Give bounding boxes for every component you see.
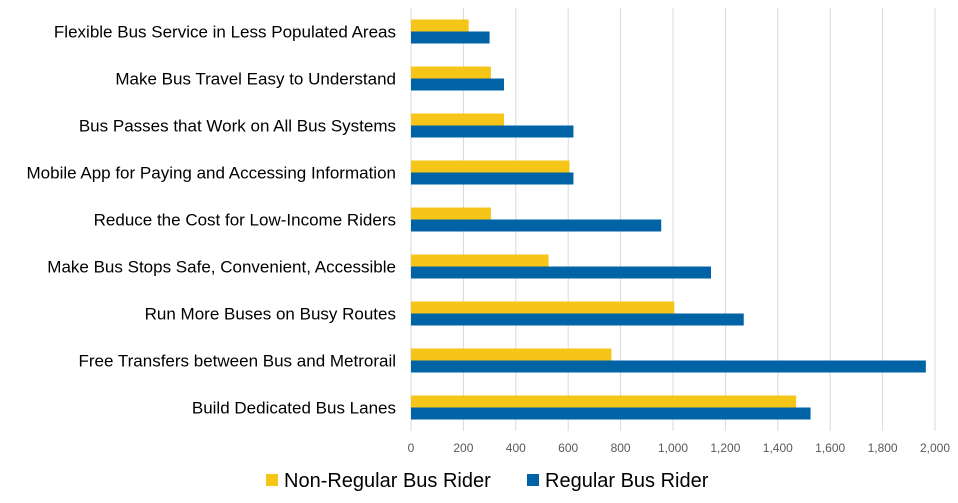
x-tick-label: 200 — [453, 441, 473, 455]
bar-regular — [411, 313, 744, 326]
bar-regular — [411, 266, 711, 279]
x-tick-label: 800 — [611, 441, 631, 455]
bar-regular — [411, 407, 811, 420]
bar-regular — [411, 172, 574, 185]
x-tick-label: 0 — [408, 441, 415, 455]
category-label: Flexible Bus Service in Less Populated A… — [54, 23, 396, 42]
bar-non-regular — [411, 207, 491, 220]
category-label: Reduce the Cost for Low-Income Riders — [94, 211, 396, 230]
x-tick-label: 1,400 — [763, 441, 793, 455]
x-tick-label: 2,000 — [920, 441, 950, 455]
x-tick-label: 400 — [506, 441, 526, 455]
x-tick-label: 1,000 — [658, 441, 688, 455]
bar-regular — [411, 78, 505, 91]
legend-label: Non-Regular Bus Rider — [284, 470, 491, 492]
bar-non-regular — [411, 348, 612, 361]
bar-non-regular — [411, 66, 491, 79]
bar-non-regular — [411, 254, 549, 267]
bar-regular — [411, 125, 574, 138]
x-tick-label: 1,800 — [868, 441, 898, 455]
x-tick-label: 600 — [558, 441, 578, 455]
x-tick-label: 1,200 — [710, 441, 740, 455]
category-label: Make Bus Stops Safe, Convenient, Accessi… — [47, 258, 396, 277]
legend-label: Regular Bus Rider — [545, 470, 709, 492]
category-label: Make Bus Travel Easy to Understand — [115, 70, 396, 89]
legend-swatch — [527, 474, 539, 486]
bar-non-regular — [411, 160, 570, 173]
bar-regular — [411, 360, 926, 373]
x-tick-label: 1,600 — [815, 441, 845, 455]
category-label: Run More Buses on Busy Routes — [145, 305, 396, 324]
bar-regular — [411, 219, 662, 232]
category-label: Free Transfers between Bus and Metrorail — [79, 352, 396, 371]
bar-non-regular — [411, 113, 505, 126]
category-label: Build Dedicated Bus Lanes — [192, 399, 396, 418]
bar-non-regular — [411, 395, 797, 408]
category-label: Bus Passes that Work on All Bus Systems — [79, 117, 396, 136]
legend-swatch — [266, 474, 278, 486]
category-label: Mobile App for Paying and Accessing Info… — [27, 164, 397, 183]
bar-non-regular — [411, 301, 675, 314]
bar-non-regular — [411, 19, 469, 32]
bar-regular — [411, 31, 490, 44]
